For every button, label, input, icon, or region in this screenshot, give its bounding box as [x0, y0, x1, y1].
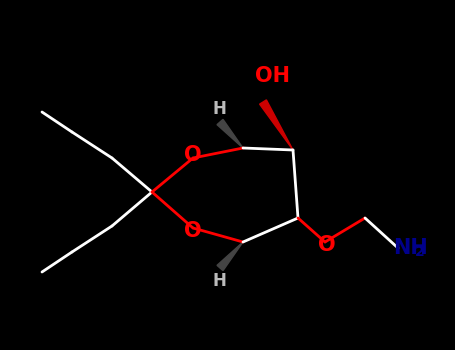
Text: H: H [212, 272, 226, 290]
Text: O: O [318, 235, 336, 255]
Polygon shape [260, 100, 293, 150]
Text: O: O [184, 145, 202, 165]
Text: O: O [184, 221, 202, 241]
Polygon shape [217, 242, 243, 271]
Polygon shape [217, 119, 243, 148]
Text: 2: 2 [415, 245, 425, 259]
Text: NH: NH [393, 238, 428, 258]
Text: OH: OH [256, 66, 290, 86]
Text: H: H [212, 100, 226, 118]
